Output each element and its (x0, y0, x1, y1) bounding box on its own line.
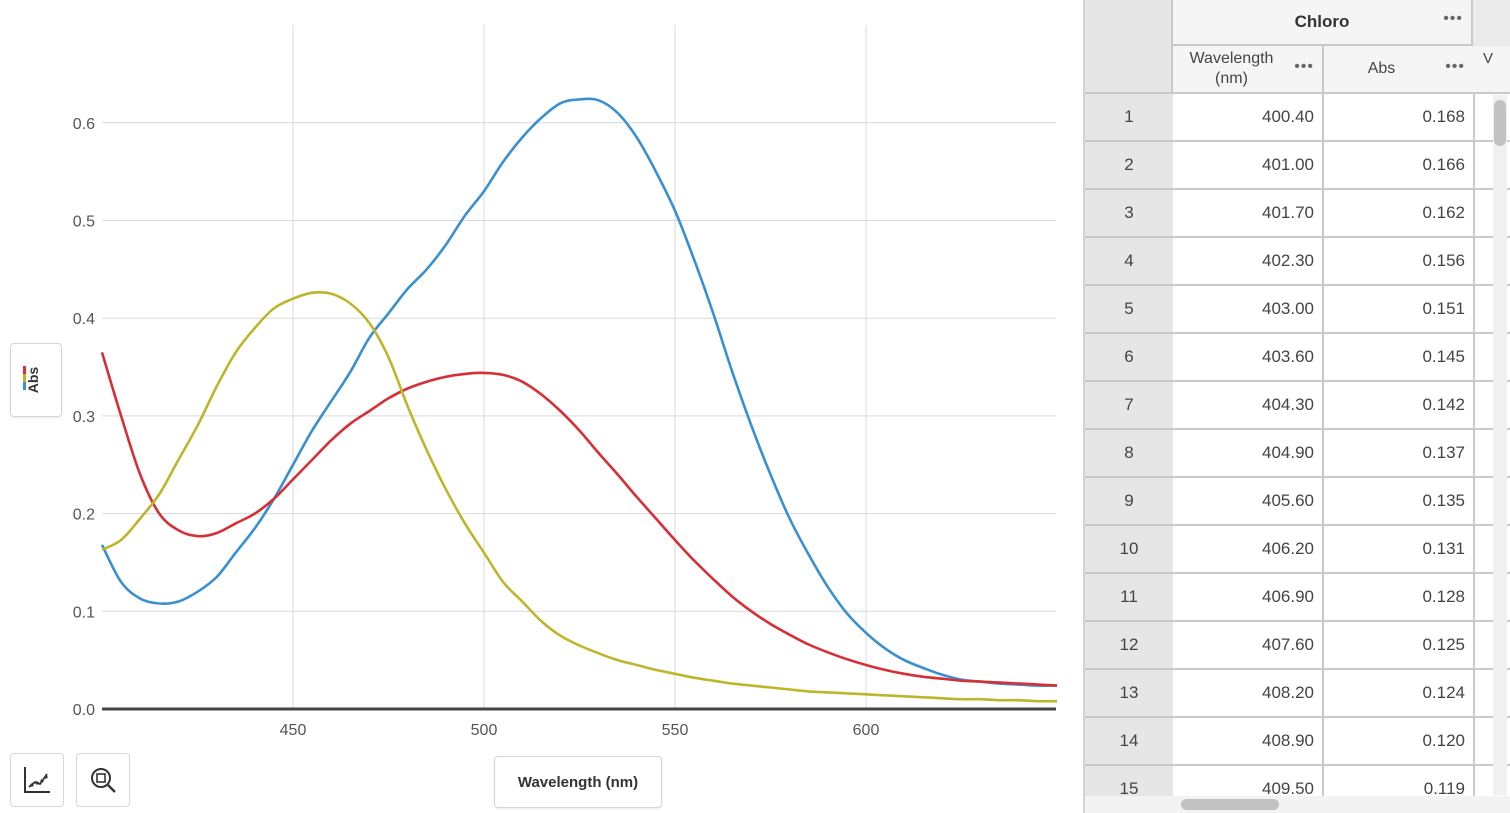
cell-abs[interactable]: 0.156 (1324, 238, 1475, 286)
row-number[interactable]: 3 (1085, 190, 1173, 238)
group-title: Chloro (1294, 12, 1350, 31)
column-header-label: Abs (1367, 60, 1396, 77)
cell-abs[interactable]: 0.137 (1324, 430, 1475, 478)
row-number[interactable]: 2 (1085, 142, 1173, 190)
cell-wavelength[interactable]: 406.90 (1173, 574, 1324, 622)
legend-swatch-blue (23, 382, 26, 390)
y-tick-label: 0.5 (73, 214, 95, 231)
y-tick-label: 0.0 (73, 702, 95, 719)
y-tick-label: 0.4 (73, 311, 95, 328)
cell-wavelength[interactable]: 402.30 (1173, 238, 1324, 286)
column-header-next[interactable]: V (1473, 46, 1510, 94)
cell-abs[interactable]: 0.120 (1324, 718, 1475, 766)
cell-abs[interactable]: 0.124 (1324, 670, 1475, 718)
row-number[interactable]: 13 (1085, 670, 1173, 718)
y-tick-label: 0.2 (73, 507, 95, 524)
row-number[interactable]: 11 (1085, 574, 1173, 622)
cell-wavelength[interactable]: 407.60 (1173, 622, 1324, 670)
cell-wavelength[interactable]: 408.20 (1173, 670, 1324, 718)
column-header-label: Wavelength (nm) (1189, 50, 1274, 87)
x-tick-label: 500 (471, 722, 498, 739)
horizontal-scroll-thumb[interactable] (1181, 799, 1279, 810)
y-tick-label: 0.1 (73, 604, 95, 621)
x-axis-label-button[interactable]: Wavelength (nm) (494, 756, 662, 808)
cell-abs[interactable]: 0.142 (1324, 382, 1475, 430)
row-number[interactable]: 7 (1085, 382, 1173, 430)
cell-abs[interactable]: 0.131 (1324, 526, 1475, 574)
row-number[interactable]: 1 (1085, 94, 1173, 142)
cell-wavelength[interactable]: 401.00 (1173, 142, 1324, 190)
next-column-letter: V (1483, 50, 1494, 67)
series-line-0 (100, 97, 1058, 687)
row-number[interactable]: 12 (1085, 622, 1173, 670)
x-tick-label: 600 (853, 722, 880, 739)
x-tick-label: 450 (280, 722, 307, 739)
chart-area: 450 500 550 600 0.0 0.1 0.2 0.3 0.4 0.5 0.6 Abs Wa… (10, 25, 1058, 808)
cell-wavelength[interactable]: 401.70 (1173, 190, 1324, 238)
cell-wavelength[interactable]: 404.90 (1173, 430, 1324, 478)
zoom-icon (91, 768, 116, 793)
row-number[interactable]: 5 (1085, 286, 1173, 334)
horizontal-scrollbar[interactable] (1085, 796, 1510, 813)
tick-layer: 450 500 550 600 0.0 0.1 0.2 0.3 0.4 0.5 0.6 (73, 116, 880, 739)
grid-layer (102, 25, 1056, 711)
series-line-2 (101, 290, 1058, 703)
row-number[interactable]: 4 (1085, 238, 1173, 286)
cell-abs[interactable]: 0.125 (1324, 622, 1475, 670)
cell-abs[interactable]: 0.168 (1324, 94, 1475, 142)
legend-swatch-yellow (23, 374, 26, 382)
vertical-scroll-thumb[interactable] (1494, 100, 1506, 146)
column-header-abs[interactable]: Abs ••• (1324, 46, 1475, 94)
y-tick-label: 0.3 (73, 409, 95, 426)
graph-options-icon (24, 767, 50, 793)
y-axis-label: Abs (25, 366, 41, 394)
data-table: Chloro ••• Wavelength (nm) ••• Abs ••• V… (1083, 0, 1510, 813)
y-tick-label: 0.6 (73, 116, 95, 133)
y-axis-label-button[interactable]: Abs (10, 343, 62, 417)
cell-wavelength[interactable]: 405.60 (1173, 478, 1324, 526)
row-number[interactable]: 9 (1085, 478, 1173, 526)
cell-abs[interactable]: 0.162 (1324, 190, 1475, 238)
row-number[interactable]: 14 (1085, 718, 1173, 766)
series-layer (100, 97, 1058, 703)
series-line-1 (100, 352, 1058, 687)
row-number[interactable]: 6 (1085, 334, 1173, 382)
cell-abs[interactable]: 0.135 (1324, 478, 1475, 526)
group-menu-icon[interactable]: ••• (1443, 10, 1463, 27)
row-number[interactable]: 10 (1085, 526, 1173, 574)
cell-abs[interactable]: 0.145 (1324, 334, 1475, 382)
table-corner (1085, 0, 1173, 94)
cell-abs[interactable]: 0.151 (1324, 286, 1475, 334)
cell-wavelength[interactable]: 400.40 (1173, 94, 1324, 142)
cell-abs[interactable]: 0.166 (1324, 142, 1475, 190)
cell-wavelength[interactable]: 406.20 (1173, 526, 1324, 574)
column-header-wavelength[interactable]: Wavelength (nm) ••• (1173, 46, 1324, 94)
cell-wavelength[interactable]: 404.30 (1173, 382, 1324, 430)
cell-wavelength[interactable]: 408.90 (1173, 718, 1324, 766)
cell-wavelength[interactable]: 403.60 (1173, 334, 1324, 382)
group-header[interactable]: Chloro ••• (1173, 0, 1473, 46)
cell-abs[interactable]: 0.128 (1324, 574, 1475, 622)
plot-svg: 450 500 550 600 0.0 0.1 0.2 0.3 0.4 0.5 0.6 (73, 25, 1058, 739)
cell-wavelength[interactable]: 403.00 (1173, 286, 1324, 334)
vertical-scrollbar[interactable] (1493, 95, 1507, 795)
column-menu-icon[interactable]: ••• (1294, 58, 1314, 75)
zoom-button[interactable] (76, 753, 130, 807)
x-tick-label: 550 (662, 722, 689, 739)
row-number[interactable]: 8 (1085, 430, 1173, 478)
column-menu-icon[interactable]: ••• (1445, 58, 1465, 75)
graph-options-button[interactable] (10, 753, 64, 807)
legend-swatch-red (23, 366, 26, 374)
